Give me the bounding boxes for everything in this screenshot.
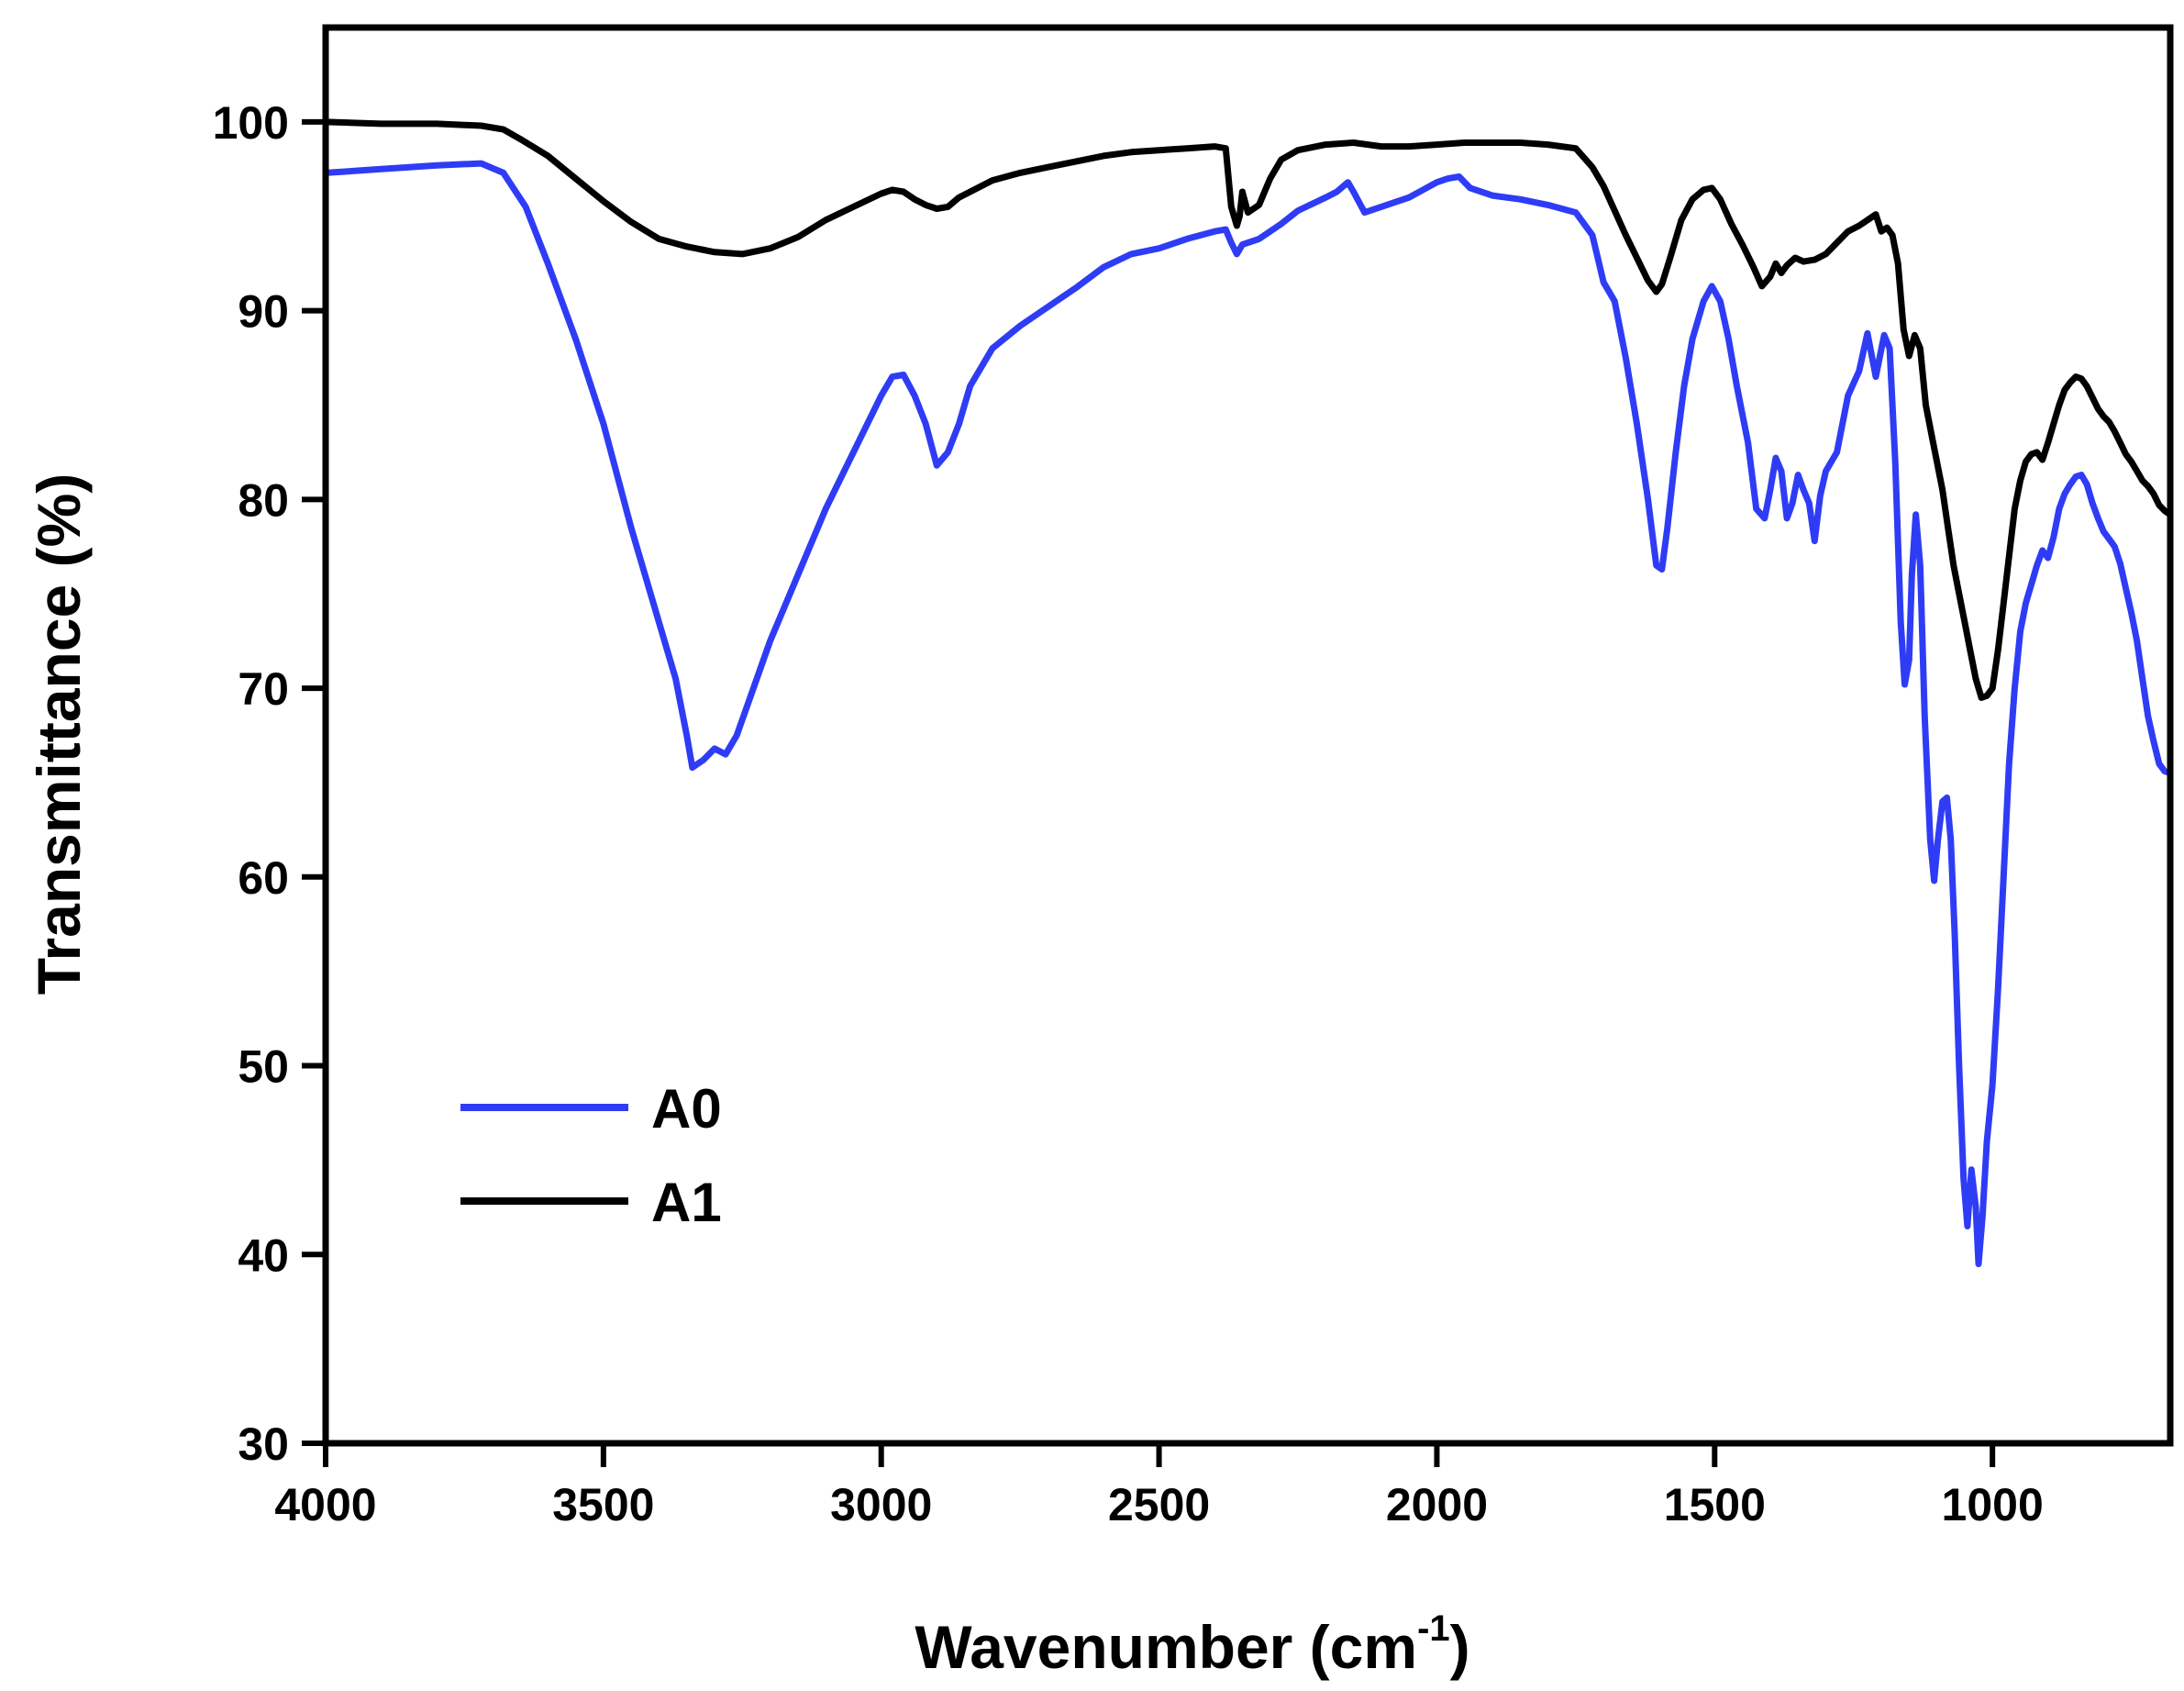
- y-axis-title: Transmittance (%): [25, 473, 93, 995]
- x-tick-label: 3000: [830, 1479, 932, 1530]
- x-tick-label: 4000: [274, 1479, 376, 1530]
- x-tick-label: 2500: [1108, 1479, 1210, 1530]
- x-tick-label: 2000: [1386, 1479, 1488, 1530]
- x-axis-title-main: Wavenumber (cm: [915, 1613, 1417, 1681]
- x-axis-ticks: 4000 3500 3000 2500 2000 1500 1000: [274, 1443, 2044, 1530]
- x-axis-title-superscript: -1: [1417, 1608, 1450, 1649]
- legend-label-a1: A1: [651, 1172, 722, 1233]
- x-tick-label: 3500: [552, 1479, 654, 1530]
- y-tick-label: 100: [213, 97, 289, 149]
- legend-label-a0: A0: [651, 1078, 722, 1140]
- legend: A0 A1: [460, 1078, 722, 1233]
- y-tick-label: 50: [238, 1041, 289, 1093]
- y-tick-label: 60: [238, 852, 289, 904]
- y-tick-label: 70: [238, 663, 289, 715]
- series-line-a1: [322, 118, 2174, 701]
- y-tick-label: 30: [238, 1418, 289, 1470]
- series-line-a0: [322, 160, 2174, 1268]
- y-tick-label: 80: [238, 474, 289, 526]
- plot-frame: [322, 24, 2174, 1447]
- x-tick-label: 1500: [1664, 1479, 1766, 1530]
- y-tick-label: 90: [238, 286, 289, 338]
- x-axis-title-end: ): [1450, 1613, 1470, 1681]
- y-axis-ticks: 30 40 50 60 70 80 90 100: [213, 97, 326, 1470]
- x-axis-title: Wavenumber (cm-1): [915, 1608, 1469, 1681]
- y-tick-label: 40: [238, 1229, 289, 1281]
- series-lines: [322, 118, 2174, 1268]
- x-tick-label: 1000: [1942, 1479, 2044, 1530]
